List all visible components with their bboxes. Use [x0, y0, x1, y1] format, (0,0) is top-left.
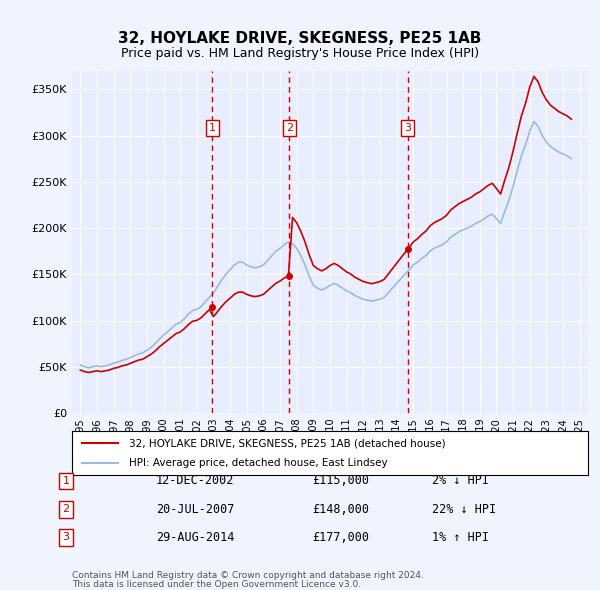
- Text: £115,000: £115,000: [312, 474, 369, 487]
- Text: 32, HOYLAKE DRIVE, SKEGNESS, PE25 1AB: 32, HOYLAKE DRIVE, SKEGNESS, PE25 1AB: [118, 31, 482, 46]
- Text: 2: 2: [62, 504, 70, 514]
- Text: 29-AUG-2014: 29-AUG-2014: [156, 531, 235, 544]
- Text: 3: 3: [62, 533, 70, 542]
- Text: 2: 2: [286, 123, 293, 133]
- Text: 22% ↓ HPI: 22% ↓ HPI: [432, 503, 496, 516]
- Text: Price paid vs. HM Land Registry's House Price Index (HPI): Price paid vs. HM Land Registry's House …: [121, 47, 479, 60]
- Text: This data is licensed under the Open Government Licence v3.0.: This data is licensed under the Open Gov…: [72, 579, 361, 589]
- Text: 1: 1: [62, 476, 70, 486]
- Text: 32, HOYLAKE DRIVE, SKEGNESS, PE25 1AB (detached house): 32, HOYLAKE DRIVE, SKEGNESS, PE25 1AB (d…: [129, 438, 445, 448]
- Text: £177,000: £177,000: [312, 531, 369, 544]
- Text: 20-JUL-2007: 20-JUL-2007: [156, 503, 235, 516]
- Text: 1: 1: [209, 123, 216, 133]
- Text: 12-DEC-2002: 12-DEC-2002: [156, 474, 235, 487]
- Text: 1% ↑ HPI: 1% ↑ HPI: [432, 531, 489, 544]
- Text: HPI: Average price, detached house, East Lindsey: HPI: Average price, detached house, East…: [129, 458, 388, 467]
- Text: 3: 3: [404, 123, 411, 133]
- Text: Contains HM Land Registry data © Crown copyright and database right 2024.: Contains HM Land Registry data © Crown c…: [72, 571, 424, 580]
- Text: £148,000: £148,000: [312, 503, 369, 516]
- Text: 2% ↓ HPI: 2% ↓ HPI: [432, 474, 489, 487]
